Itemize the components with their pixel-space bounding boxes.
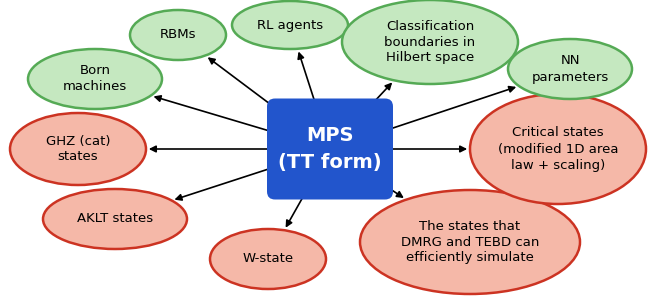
Ellipse shape — [342, 0, 518, 84]
Text: GHZ (cat)
states: GHZ (cat) states — [46, 135, 110, 164]
Ellipse shape — [43, 189, 187, 249]
Text: AKLT states: AKLT states — [77, 212, 153, 225]
Ellipse shape — [10, 113, 146, 185]
Text: Classification
boundaries in
Hilbert space: Classification boundaries in Hilbert spa… — [384, 20, 476, 64]
Text: Critical states
(modified 1D area
law + scaling): Critical states (modified 1D area law + … — [498, 127, 618, 171]
Text: Born
machines: Born machines — [63, 64, 127, 94]
Text: W-state: W-state — [242, 252, 294, 266]
FancyBboxPatch shape — [267, 99, 393, 200]
Ellipse shape — [360, 190, 580, 294]
Text: RL agents: RL agents — [257, 18, 323, 31]
Ellipse shape — [28, 49, 162, 109]
Ellipse shape — [130, 10, 226, 60]
Text: MPS
(TT form): MPS (TT form) — [278, 126, 382, 172]
Text: The states that
DMRG and TEBD can
efficiently simulate: The states that DMRG and TEBD can effici… — [401, 219, 539, 265]
Text: RBMs: RBMs — [160, 29, 196, 42]
Text: NN
parameters: NN parameters — [531, 55, 609, 83]
Ellipse shape — [470, 94, 646, 204]
Ellipse shape — [210, 229, 326, 289]
Ellipse shape — [232, 1, 348, 49]
Ellipse shape — [508, 39, 632, 99]
